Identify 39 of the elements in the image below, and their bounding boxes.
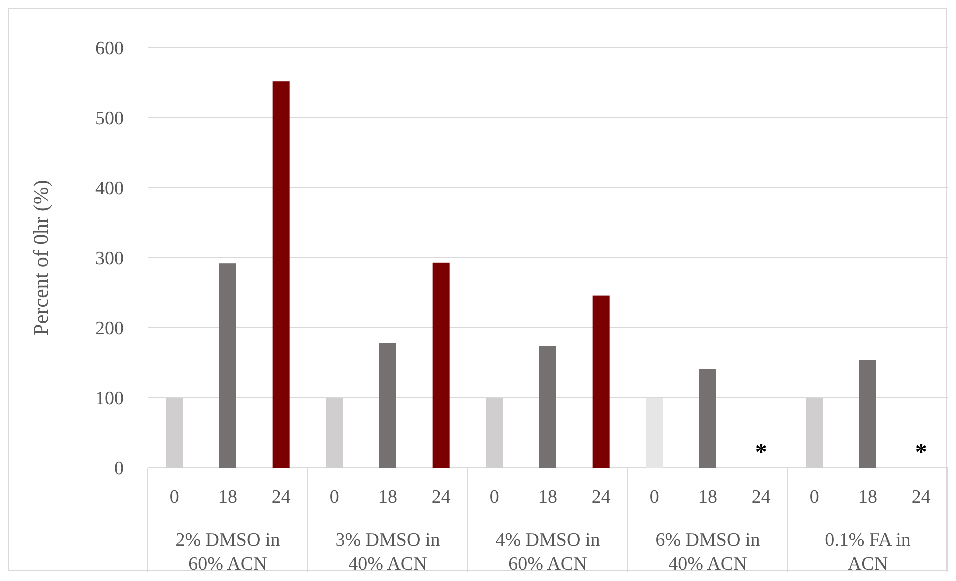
text: 6% DMSO in 40% ACN [656, 530, 761, 575]
x-tick-label: 24 [912, 487, 932, 508]
x-tick-label: 0 [490, 487, 500, 508]
y-tick-label: 400 [96, 178, 124, 200]
annotation: * [755, 440, 768, 466]
x-tick-label: 24 [432, 487, 452, 508]
bar [380, 343, 396, 468]
bar [272, 82, 290, 468]
y-axis-title: Percent of 0hr (%) [29, 180, 53, 336]
y-tick-label: 600 [96, 38, 124, 60]
y-tick-label: 0 [114, 458, 124, 480]
bar [540, 346, 556, 468]
text: 0.1% FA in ACN [825, 530, 912, 575]
x-tick-label: 18 [858, 487, 878, 508]
bar [860, 360, 876, 468]
text: 3% DMSO in 40% ACN [336, 530, 441, 575]
x-tick-label: 18 [698, 487, 718, 508]
y-tick-label: 100 [96, 388, 124, 410]
x-tick-label: 0 [170, 487, 180, 508]
x-tick-label: 0 [810, 487, 820, 508]
x-tick-label: 18 [378, 487, 398, 508]
x-tick-label: 18 [218, 487, 238, 508]
bar [432, 262, 450, 468]
x-tick-label: 0 [650, 487, 660, 508]
bar [592, 296, 610, 468]
y-tick-label: 300 [96, 248, 124, 270]
x-tick-label: 24 [272, 487, 292, 508]
x-tick-label: 24 [752, 487, 772, 508]
x-tick-label: 0 [330, 487, 340, 508]
x-tick-label: 18 [538, 487, 558, 508]
y-tick-label: 500 [96, 108, 124, 130]
annotation: * [915, 440, 928, 466]
bar [220, 264, 236, 468]
text: 4% DMSO in 60% ACN [496, 530, 601, 575]
x-tick-label: 24 [592, 487, 612, 508]
bar [646, 398, 664, 468]
text: 2% DMSO in 60% ACN [176, 530, 281, 575]
bar [700, 369, 716, 468]
y-tick-label: 200 [96, 318, 124, 340]
